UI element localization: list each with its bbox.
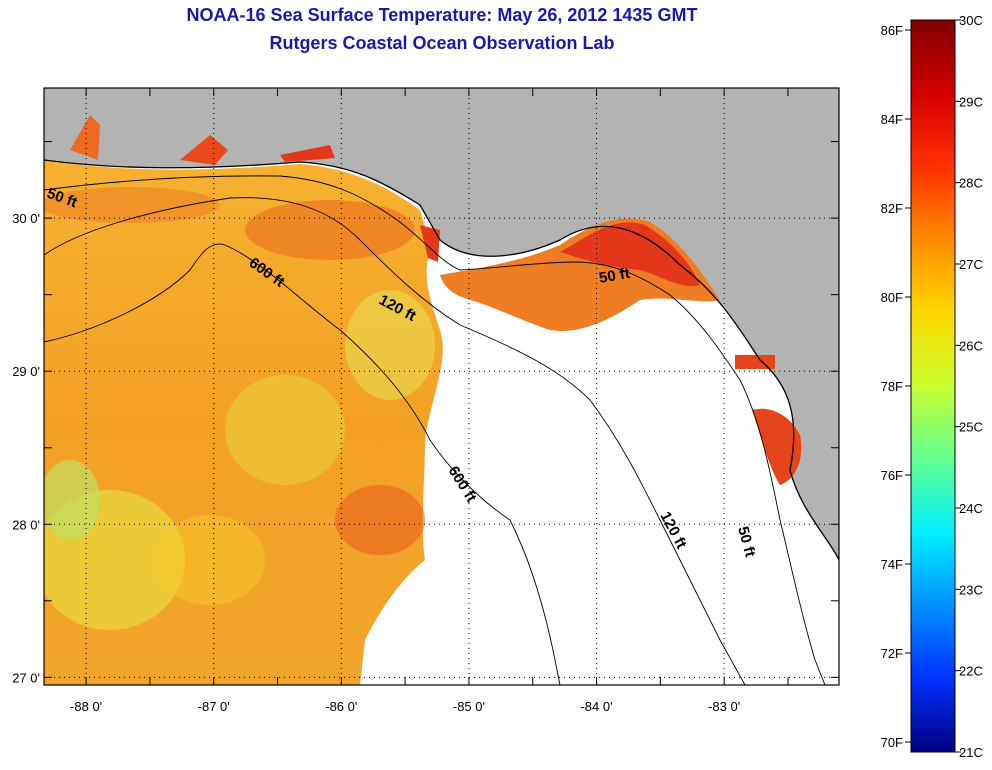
longitude-tick-label: -87 0' xyxy=(198,699,230,714)
colorbar-celsius-label: 24C xyxy=(959,501,983,516)
colorbar-fahrenheit-label: 72F xyxy=(881,646,903,661)
depth-contour-600ft xyxy=(44,243,561,685)
sst-hot-patch xyxy=(245,200,415,260)
sst-bigbend-hot xyxy=(560,222,700,287)
contour-label-50ft: 50 ft xyxy=(598,265,631,287)
colorbar-celsius-label: 22C xyxy=(959,664,983,679)
colorbar-fahrenheit-label: 84F xyxy=(881,112,903,127)
colorbar-fahrenheit-label: 80F xyxy=(881,290,903,305)
longitude-tick-label: -84 0' xyxy=(580,699,612,714)
latitude-tick-label: 29 0' xyxy=(12,364,40,379)
sst-hot-patch xyxy=(335,485,425,555)
sst-cool-patch xyxy=(44,460,100,540)
latitude-tick-label: 28 0' xyxy=(12,517,40,532)
colorbar-fahrenheit-label: 78F xyxy=(881,379,903,394)
longitude-tick-label: -88 0' xyxy=(70,699,102,714)
depth-contour-120ft xyxy=(44,197,746,685)
sst-hot-patch xyxy=(44,187,220,223)
sst-cool-patch xyxy=(155,515,265,605)
coastal-bay xyxy=(280,145,335,162)
colorbar-fahrenheit-label: 76F xyxy=(881,468,903,483)
depth-contour-50ft xyxy=(44,175,826,685)
latitude-tick-label: 30 0' xyxy=(12,211,40,226)
colorbar-fahrenheit-label: 86F xyxy=(881,23,903,38)
colorbar-ticks: 86F 84F 82F 80F 78F 76F 74F 72F 70F 30C 29C 28C 27C 2… xyxy=(881,13,983,760)
sst-cool-patch xyxy=(345,290,435,400)
colorbar-fahrenheit-label: 74F xyxy=(881,557,903,572)
colorbar-celsius-label: 29C xyxy=(959,94,983,109)
colorbar-fahrenheit-label: 82F xyxy=(881,201,903,216)
map-subtitle: Rutgers Coastal Ocean Observation Lab xyxy=(269,33,615,53)
axis-ticks: -88 0' -87 0' -86 0' -85 0' -84 0' -83 0' 30 0… xyxy=(12,88,839,714)
colorbar-gradient xyxy=(910,19,956,753)
longitude-tick-label: -85 0' xyxy=(453,699,485,714)
longitude-tick-label: -86 0' xyxy=(325,699,357,714)
sst-coastal-hot xyxy=(735,355,775,369)
sst-coastal-hot xyxy=(752,408,802,485)
coastal-bay xyxy=(70,115,100,160)
colorbar-celsius-label: 23C xyxy=(959,582,983,597)
colorbar-celsius-label: 30C xyxy=(959,13,983,28)
colorbar-celsius-label: 28C xyxy=(959,176,983,191)
map-frame xyxy=(43,87,840,686)
colorbar-celsius-label: 21C xyxy=(959,745,983,760)
coastal-bay xyxy=(180,135,228,165)
sst-cool-patch xyxy=(225,375,345,485)
colorbar-fahrenheit-label: 70F xyxy=(881,735,903,750)
colorbar-celsius-label: 25C xyxy=(959,420,983,435)
map-title: NOAA-16 Sea Surface Temperature: May 26,… xyxy=(186,5,698,25)
latitude-tick-label: 27 0' xyxy=(12,670,40,685)
longitude-tick-label: -83 0' xyxy=(708,699,740,714)
colorbar-celsius-label: 26C xyxy=(959,338,983,353)
coastline xyxy=(44,159,839,561)
colorbar-celsius-label: 27C xyxy=(959,257,983,272)
